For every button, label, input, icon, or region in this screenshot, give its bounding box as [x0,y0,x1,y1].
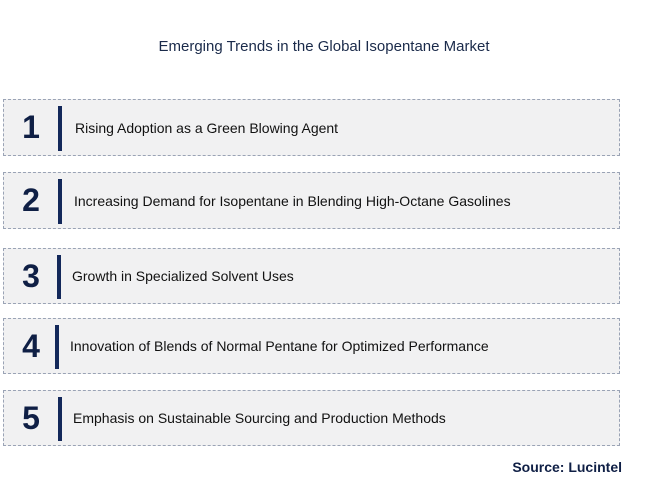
trend-label-1: Rising Adoption as a Green Blowing Agent [75,119,339,136]
trend-accent-bar-3 [57,255,61,299]
trend-label-4: Innovation of Blends of Normal Pentane f… [70,338,489,354]
trend-number-2: 2 [22,182,40,218]
trend-row-4: 4 Innovation of Blends of Normal Pentane… [3,318,620,374]
trend-accent-bar-1 [58,106,62,151]
trend-accent-bar-4 [55,325,59,369]
trend-number-1: 1 [22,109,40,145]
trend-row-5: 5 Emphasis on Sustainable Sourcing and P… [3,390,620,446]
trend-number-5: 5 [22,399,40,436]
trend-label-5: Emphasis on Sustainable Sourcing and Pro… [73,410,446,426]
trend-number-4: 4 [22,327,40,364]
diagram-title: Emerging Trends in the Global Isopentane… [158,38,490,55]
trend-accent-bar-2 [58,179,62,224]
trend-row-3: 3 Growth in Specialized Solvent Uses [3,248,620,304]
trend-label-2: Increasing Demand for Isopentane in Blen… [74,192,511,209]
source-credit: Source: Lucintel [512,459,622,475]
trend-row-1: 1 Rising Adoption as a Green Blowing Age… [3,99,620,156]
trend-row-2: 2 Increasing Demand for Isopentane in Bl… [3,172,620,229]
trend-label-3: Growth in Specialized Solvent Uses [72,268,294,284]
trend-accent-bar-5 [58,397,62,441]
trend-number-3: 3 [22,257,40,294]
